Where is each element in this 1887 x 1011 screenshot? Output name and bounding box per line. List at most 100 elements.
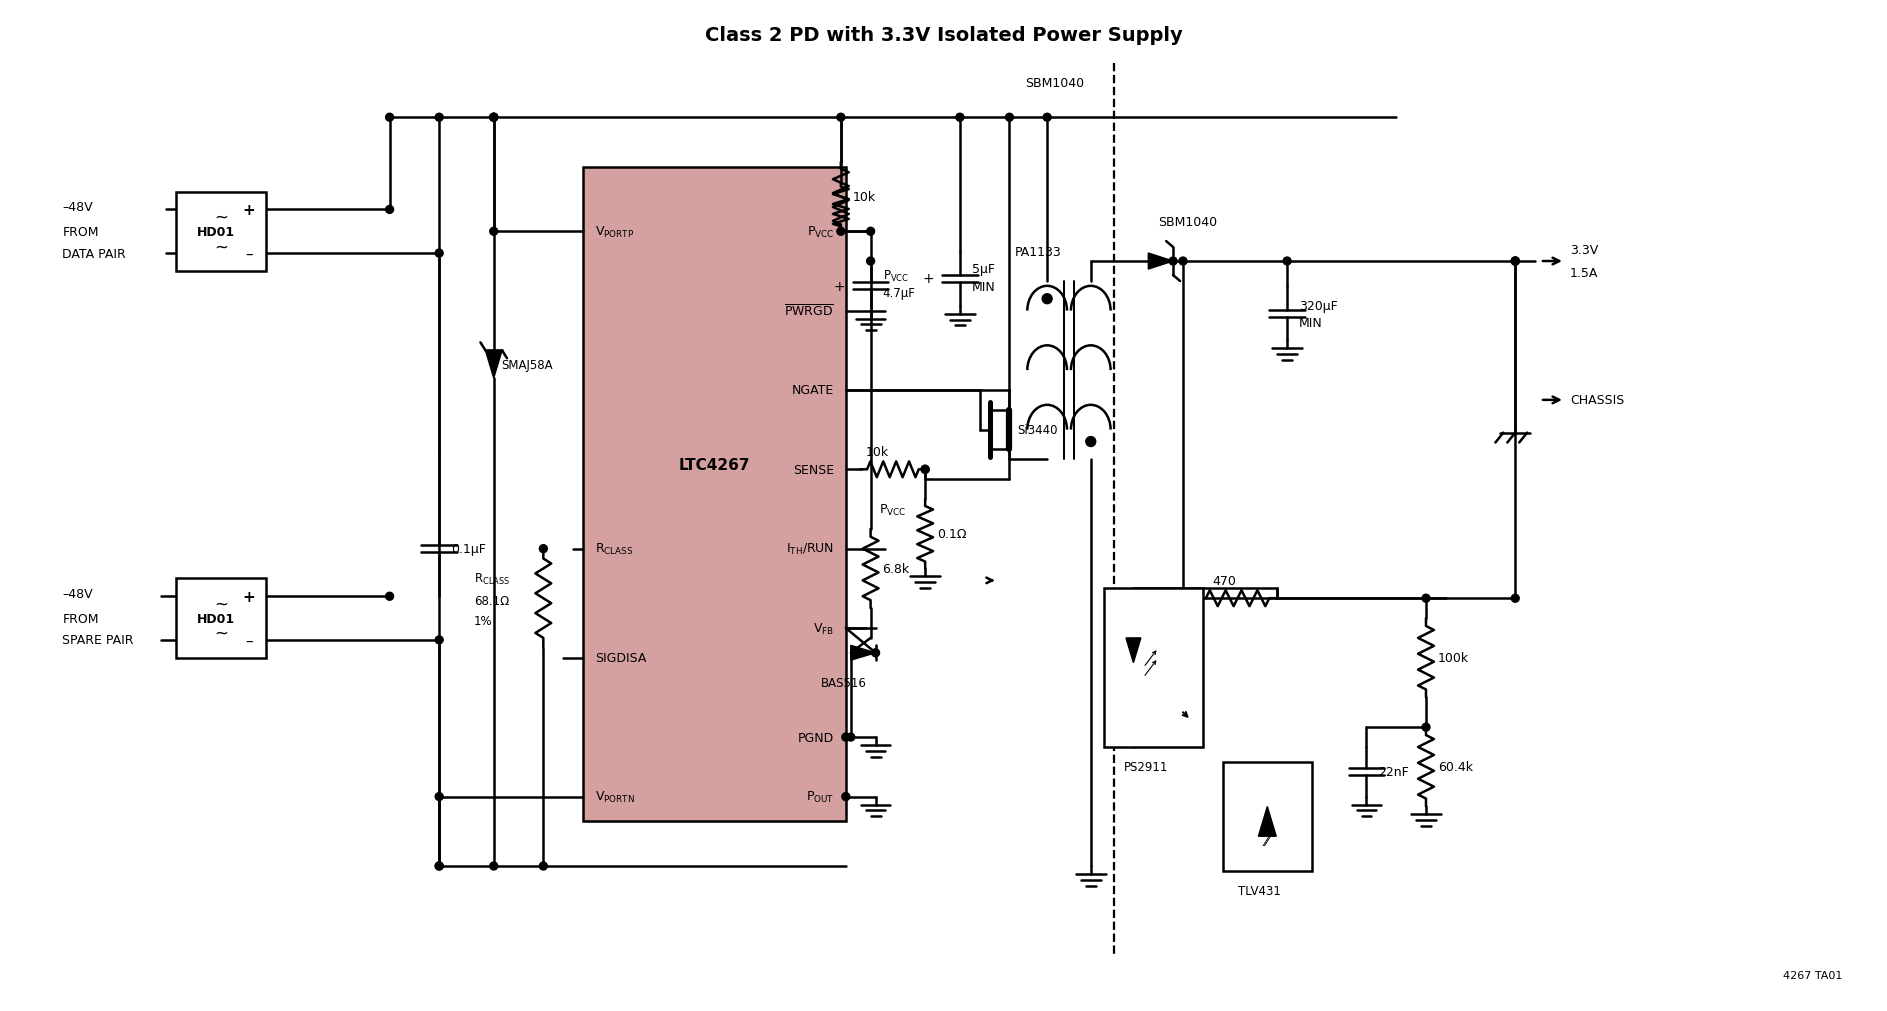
Circle shape xyxy=(1423,594,1430,603)
Circle shape xyxy=(491,114,498,122)
Text: FROM: FROM xyxy=(62,612,98,625)
Text: Class 2 PD with 3.3V Isolated Power Supply: Class 2 PD with 3.3V Isolated Power Supp… xyxy=(706,26,1183,45)
Text: 6.8k: 6.8k xyxy=(883,562,910,575)
Text: –: – xyxy=(245,633,253,648)
Circle shape xyxy=(491,114,498,122)
Text: $\rm I_{TH}$/RUN: $\rm I_{TH}$/RUN xyxy=(785,542,834,557)
Text: HD01: HD01 xyxy=(196,225,236,239)
Text: $\rm P_{VCC}$: $\rm P_{VCC}$ xyxy=(879,501,906,517)
Circle shape xyxy=(872,649,879,657)
Circle shape xyxy=(385,206,394,214)
Circle shape xyxy=(1511,258,1519,266)
Text: 320μF: 320μF xyxy=(1298,300,1338,312)
Circle shape xyxy=(1511,594,1519,603)
Circle shape xyxy=(491,862,498,870)
Circle shape xyxy=(842,733,849,741)
Circle shape xyxy=(838,228,845,236)
Text: DATA PAIR: DATA PAIR xyxy=(62,248,126,261)
Bar xyxy=(175,579,266,658)
Circle shape xyxy=(1423,724,1430,731)
Circle shape xyxy=(1179,258,1187,266)
Text: ~: ~ xyxy=(213,238,228,256)
Text: 5μF: 5μF xyxy=(972,263,994,276)
Text: +: + xyxy=(923,272,934,286)
Bar xyxy=(1104,588,1202,747)
Text: $\rm P_{OUT}$: $\rm P_{OUT}$ xyxy=(806,790,834,805)
Text: SBM1040: SBM1040 xyxy=(1025,77,1083,90)
Circle shape xyxy=(838,114,845,122)
Text: MIN: MIN xyxy=(1298,316,1323,330)
Text: HD01: HD01 xyxy=(196,612,236,625)
Text: SPARE PAIR: SPARE PAIR xyxy=(62,634,134,647)
Circle shape xyxy=(1085,437,1096,447)
Text: SBM1040: SBM1040 xyxy=(1159,215,1217,228)
Circle shape xyxy=(436,862,443,870)
Bar xyxy=(175,192,266,272)
Text: 3.3V: 3.3V xyxy=(1570,244,1598,257)
Circle shape xyxy=(491,228,498,236)
Circle shape xyxy=(1511,258,1519,266)
Circle shape xyxy=(957,114,964,122)
Text: PA1133: PA1133 xyxy=(1015,246,1060,259)
Text: 1%: 1% xyxy=(474,614,493,627)
Text: LTC4267: LTC4267 xyxy=(679,457,751,472)
Circle shape xyxy=(921,466,928,474)
Text: PGND: PGND xyxy=(798,731,834,744)
Text: 22nF: 22nF xyxy=(1378,765,1410,778)
Circle shape xyxy=(1042,294,1053,304)
Circle shape xyxy=(1006,114,1013,122)
Text: 60.4k: 60.4k xyxy=(1438,760,1474,773)
Text: $\rm R_{CLASS}$: $\rm R_{CLASS}$ xyxy=(594,542,634,557)
Text: PS2911: PS2911 xyxy=(1123,760,1168,773)
Polygon shape xyxy=(485,351,502,379)
Circle shape xyxy=(866,228,874,236)
Text: ~: ~ xyxy=(213,208,228,226)
Text: SENSE: SENSE xyxy=(793,463,834,476)
Circle shape xyxy=(436,636,443,644)
Text: 470: 470 xyxy=(1213,574,1236,587)
Circle shape xyxy=(436,250,443,258)
Circle shape xyxy=(436,793,443,801)
Bar xyxy=(583,168,845,822)
Circle shape xyxy=(1511,258,1519,266)
Text: 4.7μF: 4.7μF xyxy=(883,287,915,300)
Text: +: + xyxy=(242,589,255,605)
Text: 4267 TA01: 4267 TA01 xyxy=(1783,971,1842,980)
Text: 10k: 10k xyxy=(866,446,889,459)
Circle shape xyxy=(540,862,547,870)
Circle shape xyxy=(385,114,394,122)
Circle shape xyxy=(1283,258,1291,266)
Text: ⁄⁄: ⁄⁄ xyxy=(1264,834,1270,848)
Circle shape xyxy=(1170,258,1177,266)
Text: $\rm V_{PORTN}$: $\rm V_{PORTN}$ xyxy=(594,790,634,805)
Text: $\rm R_{CLASS}$: $\rm R_{CLASS}$ xyxy=(474,571,509,586)
Text: Si3440: Si3440 xyxy=(1017,424,1059,437)
Text: ~: ~ xyxy=(213,594,228,613)
Text: 10k: 10k xyxy=(853,191,876,204)
Text: SMAJ58A: SMAJ58A xyxy=(502,358,553,371)
Text: 1.5A: 1.5A xyxy=(1570,267,1598,280)
Polygon shape xyxy=(1259,807,1276,836)
Text: MIN: MIN xyxy=(972,281,996,294)
Circle shape xyxy=(1044,114,1051,122)
Text: –48V: –48V xyxy=(62,587,92,601)
Circle shape xyxy=(866,258,874,266)
Circle shape xyxy=(540,545,547,553)
Polygon shape xyxy=(1149,254,1174,270)
Bar xyxy=(1223,762,1311,871)
Circle shape xyxy=(842,793,849,801)
Circle shape xyxy=(491,114,498,122)
Text: 0.1μF: 0.1μF xyxy=(451,543,487,556)
Text: BAS516: BAS516 xyxy=(821,676,866,690)
Text: $\overline{\rm PWRGD}$: $\overline{\rm PWRGD}$ xyxy=(783,303,834,319)
Text: SIGDISA: SIGDISA xyxy=(594,651,645,664)
Circle shape xyxy=(385,592,394,601)
Circle shape xyxy=(436,114,443,122)
Text: –: – xyxy=(245,247,253,261)
Text: +: + xyxy=(834,280,845,293)
Polygon shape xyxy=(851,646,876,660)
Circle shape xyxy=(921,466,928,474)
Text: $\rm V_{PORTP}$: $\rm V_{PORTP}$ xyxy=(594,224,634,240)
Text: NGATE: NGATE xyxy=(793,384,834,397)
Text: $\rm P_{VCC}$: $\rm P_{VCC}$ xyxy=(883,269,908,284)
